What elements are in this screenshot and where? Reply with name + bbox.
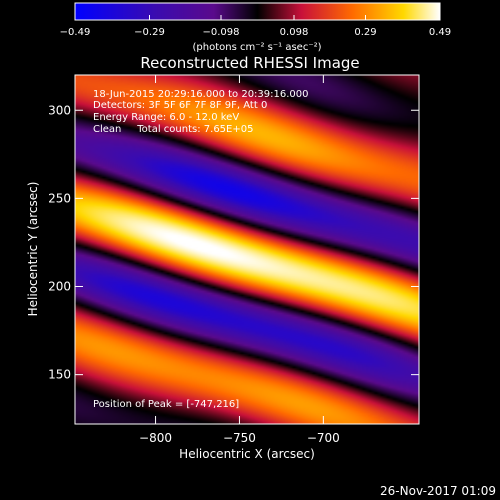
heatmap: [75, 75, 419, 424]
chart-title: Reconstructed RHESSI Image: [140, 54, 359, 72]
x-axis-label: Heliocentric X (arcsec): [179, 447, 315, 461]
info-detectors: Detectors: 3F 5F 6F 7F 8F 9F, Att 0: [93, 100, 267, 111]
colorbar-tick-label: 0.098: [280, 27, 309, 38]
colorbar: [74, 2, 441, 21]
y-axis-label: Heliocentric Y (arcsec): [26, 182, 40, 317]
colorbar-tick-label: −0.29: [134, 27, 165, 38]
colorbar-tick-label: −0.098: [202, 27, 239, 38]
y-tick-label: 300: [48, 103, 71, 117]
footer-timestamp: 26-Nov-2017 01:09: [380, 484, 496, 498]
x-tick-label: −750: [223, 431, 256, 445]
peak-position-label: Position of Peak = [-747,216]: [93, 399, 239, 410]
y-tick-label: 150: [48, 368, 71, 382]
info-block: 18-Jun-2015 20:29:16.000 to 20:39:16.000…: [93, 89, 309, 135]
colorbar-unit-label: (photons cm⁻² s⁻¹ asec⁻²): [192, 42, 321, 53]
x-tick-label: −700: [307, 431, 340, 445]
axis-ticks: −800 −750 −700 150 200 250 300: [48, 75, 419, 445]
info-energy-range: Energy Range: 6.0 - 12.0 keV: [93, 112, 239, 123]
plot-frame: [74, 74, 420, 425]
heatmap-image: [75, 75, 419, 424]
x-tick-label: −800: [139, 431, 172, 445]
y-tick-label: 250: [48, 191, 71, 205]
colorbar-tick-label: 0.49: [429, 27, 451, 38]
colorbar-tick-label: 0.29: [354, 27, 376, 38]
info-time-range: 18-Jun-2015 20:29:16.000 to 20:39:16.000: [93, 89, 309, 100]
y-tick-label: 200: [48, 280, 71, 294]
colorbar-tick-label: −0.49: [60, 27, 91, 38]
colorbar-ticks: −0.49 −0.29 −0.098 0.098 0.29 0.49: [60, 15, 451, 38]
info-total-counts: Clean Total counts: 7.65E+05: [93, 124, 253, 135]
